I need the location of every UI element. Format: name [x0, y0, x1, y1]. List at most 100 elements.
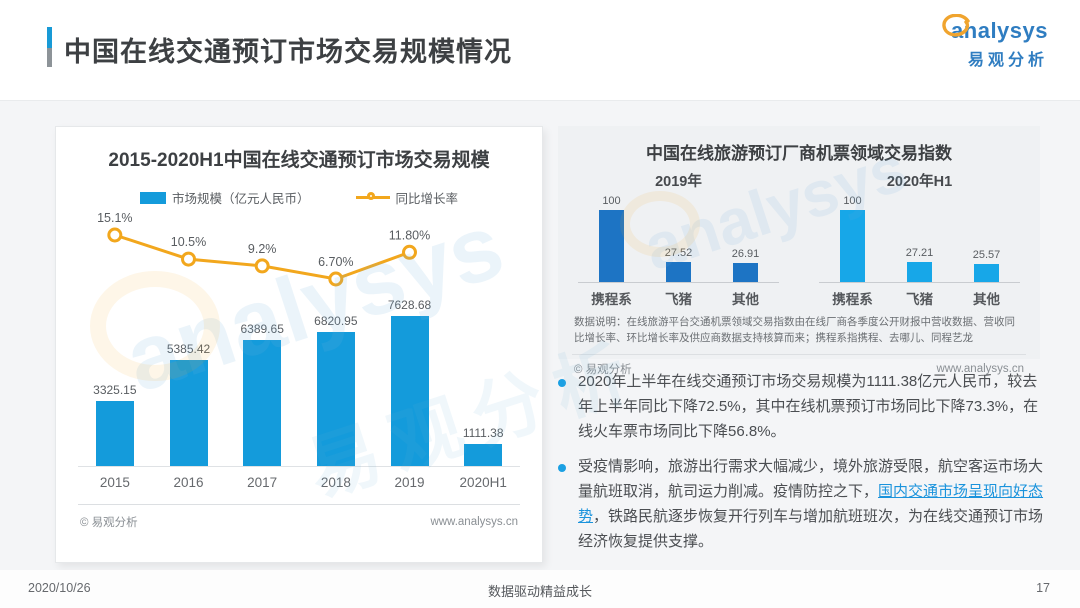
- x-axis-labels: 2015 2016 2017 2018 2019 2020H1: [78, 467, 520, 490]
- bar-value-label: 7628.68: [387, 298, 432, 312]
- legend-item-bars: 市场规模（亿元人民币）: [139, 188, 310, 207]
- legend-label: 同比增长率: [395, 192, 459, 206]
- bar-column: 26.91: [712, 195, 779, 282]
- bar-value-label: 5385.42: [166, 342, 211, 356]
- chart-title: 中国在线旅游预订厂商机票领域交易指数: [646, 144, 952, 163]
- source-credit: © 易观分析: [574, 363, 632, 376]
- category-labels: 携程系 飞猪 其他: [578, 283, 779, 308]
- bullet-dot-icon: [558, 379, 566, 387]
- page-header: 中国在线交通预订市场交易规模情况 analysys 易观分析: [0, 0, 1080, 100]
- bar-column: 100: [578, 195, 645, 282]
- category-label: 飞猪: [665, 292, 692, 307]
- market-scale-bar: [316, 332, 355, 466]
- market-scale-bar: [464, 444, 503, 466]
- market-scale-chart-card: 2015-2020H1中国在线交通预订市场交易规模 市场规模（亿元人民币） 同比…: [55, 126, 543, 563]
- bar-value-label: 100: [843, 195, 862, 207]
- insight-text: 2020年上半年在线交通预订市场交易规模为1111.38亿元人民币，较去年上半年…: [578, 369, 1048, 445]
- growth-rate-label: 15.1%: [97, 211, 132, 225]
- x-axis-label: 2020H1: [459, 475, 507, 490]
- bar-line-plot: 15.1% 10.5% 9.2% 6.70% 11.80% 3325.15 5385.42…: [78, 211, 520, 467]
- content-area: 2015-2020H1中国在线交通预订市场交易规模 市场规模（亿元人民币） 同比…: [0, 100, 1080, 570]
- market-scale-bar: [243, 340, 282, 466]
- line-marker: [181, 251, 196, 267]
- data-note: 数据说明：在线旅游平台交通机票领域交易指数由在线厂商各季度公开财报中营收数据、营…: [574, 316, 1015, 344]
- category-label: 其他: [732, 292, 759, 307]
- bar-value-label: 100: [602, 195, 621, 207]
- bar-column: 6389.65: [225, 297, 299, 466]
- bar-column: 3325.15: [78, 297, 152, 466]
- bar-value-label: 1111.38: [462, 426, 504, 440]
- insight-text: 受疫情影响，旅游出行需求大幅减少，境外旅游受限，航空客运市场大量航班取消，航司运…: [578, 454, 1048, 555]
- bullet-dot-icon: [558, 463, 566, 472]
- chart-footer: © 易观分析 www.analysys.cn: [572, 353, 1026, 383]
- growth-rate-label: 6.70%: [318, 255, 353, 269]
- bar-column: 100: [819, 195, 886, 282]
- x-axis-label: 2015: [99, 475, 130, 490]
- growth-rate-label: 9.2%: [248, 242, 277, 256]
- list-item: 受疫情影响，旅游出行需求大幅减少，境外旅游受限，航空客运市场大量航班取消，航司运…: [556, 454, 1048, 555]
- line-marker: [328, 271, 344, 287]
- legend-item-line: 同比增长率: [355, 188, 459, 207]
- index-group: 2020年H1 100 27.21 25.57 携程系 飞猪 其他: [799, 170, 1040, 308]
- bar-column: 1111.38: [446, 297, 520, 466]
- bar-value-label: 6389.65: [240, 322, 284, 336]
- bar-column: 5385.42: [152, 297, 226, 466]
- page-title: 中国在线交通预订市场交易规模情况: [64, 37, 512, 67]
- index-bar: [840, 210, 865, 282]
- bar-column: 27.52: [645, 195, 712, 282]
- index-bar: [599, 210, 624, 282]
- insight-text-highlight: 国内交通市场呈现向好态势: [578, 482, 1044, 525]
- line-marker: [254, 258, 270, 274]
- group-label: 2020年H1: [886, 174, 953, 190]
- insight-text-plain: 2020年上半年在线交通预订市场交易规模为1111.38亿元人民币，较去年上半年…: [578, 373, 1039, 441]
- x-axis-label: 2016: [173, 475, 204, 490]
- growth-rate-label: 11.80%: [389, 228, 430, 242]
- chart-footer: © 易观分析 www.analysys.cn: [78, 504, 520, 539]
- line-swatch-icon: [355, 192, 390, 200]
- category-label: 携程系: [591, 292, 632, 307]
- growth-rate-label: 10.5%: [171, 235, 206, 249]
- bar-swatch-icon: [139, 191, 166, 204]
- bar-value-label: 25.57: [972, 249, 1001, 261]
- group-label: 2019年: [655, 174, 702, 190]
- bar-column: 6820.95: [299, 297, 373, 466]
- bar-value-label: 3325.15: [93, 383, 137, 397]
- index-group: 2019年 100 27.52 26.91 携程系 飞猪 其他: [558, 170, 799, 308]
- index-bar: [907, 262, 932, 282]
- category-label: 携程系: [832, 292, 873, 307]
- chart-title: 2015-2020H1中国在线交通预订市场交易规模: [108, 150, 490, 171]
- growth-rate-line: 15.1% 10.5% 9.2% 6.70% 11.80%: [97, 211, 430, 287]
- flight-index-chart-card: 中国在线旅游预订厂商机票领域交易指数 2019年 100 27.52 26.91 携程系…: [558, 126, 1040, 376]
- insights-list: 2020年上半年在线交通预订市场交易规模为1111.38亿元人民币，较去年上半年…: [556, 369, 1048, 563]
- group-bars-row: 100 27.21 25.57: [819, 195, 1020, 283]
- footer-slogan: 数据驱动精益成长: [487, 584, 592, 599]
- x-axis-label: 2019: [394, 475, 425, 490]
- index-bar: [974, 264, 999, 282]
- category-label: 其他: [973, 292, 1000, 307]
- category-labels: 携程系 飞猪 其他: [819, 283, 1020, 308]
- bar-value-label: 6820.95: [314, 314, 358, 328]
- bar-column: 25.57: [953, 195, 1020, 282]
- group-bars-row: 100 27.52 26.91: [578, 195, 779, 283]
- legend-label: 市场规模（亿元人民币）: [171, 192, 310, 206]
- category-label: 飞猪: [906, 292, 933, 307]
- page-number: 17: [1036, 581, 1050, 595]
- logo-swirl-icon: [942, 14, 970, 37]
- index-bar: [666, 262, 691, 282]
- chart-legend: 市场规模（亿元人民币） 同比增长率: [56, 188, 542, 207]
- bar-value-label: 27.21: [905, 247, 934, 259]
- page-footer: 2020/10/26 数据驱动精益成长 17: [0, 570, 1080, 608]
- insight-text-plain: 受疫情影响，旅游出行需求大幅减少，境外旅游受限，航空客运市场大量航班取消，航司运…: [578, 457, 1044, 500]
- source-website: www.analysys.cn: [936, 362, 1024, 375]
- x-axis-label: 2017: [247, 475, 278, 490]
- analysys-logo: analysys 易观分析: [942, 14, 1048, 70]
- logo-chinese-name: 易观分析: [967, 52, 1048, 69]
- line-marker: [107, 227, 123, 243]
- title-accent-bar: [47, 27, 52, 67]
- line-marker: [402, 244, 417, 260]
- source-website: www.analysys.cn: [430, 516, 518, 528]
- index-bar: [733, 263, 758, 282]
- bars-area: 3325.15 5385.42 6389.65 6820.95 7628.68 1111.…: [78, 297, 520, 467]
- insight-text-plain: ，铁路民航逐步恢复开行列车与增加航班班次，为在线交通预订市场经济恢复提供支撑。: [578, 507, 1044, 551]
